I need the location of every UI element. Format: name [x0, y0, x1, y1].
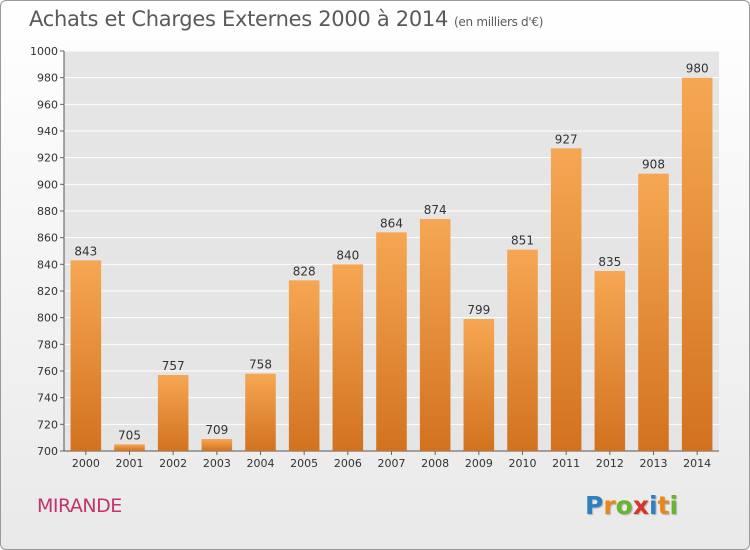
x-tick-label-2007: 2007: [378, 457, 406, 470]
logo-letter: o: [615, 491, 633, 520]
x-tick-label-2004: 2004: [247, 457, 275, 470]
x-tick-label-2005: 2005: [290, 457, 318, 470]
data-label-2012: 835: [598, 255, 621, 269]
logo-letter: t: [657, 491, 670, 520]
data-label-2006: 840: [336, 248, 359, 262]
bar-2013: [638, 173, 669, 451]
bar-2009: [463, 319, 495, 451]
bar-2014: [681, 77, 713, 452]
chart-unit: (en milliers d'€): [454, 15, 544, 29]
y-tick-label: 800: [37, 312, 58, 325]
logo-letter: i: [669, 491, 679, 520]
bar-2003: [201, 439, 233, 451]
data-label-2008: 874: [424, 203, 447, 217]
x-tick-label-2001: 2001: [116, 457, 144, 470]
data-label-2000: 843: [74, 244, 97, 258]
y-tick-label: 920: [37, 152, 58, 165]
bar-2006: [332, 264, 364, 451]
x-tick-label-2009: 2009: [465, 457, 493, 470]
data-label-2013: 908: [642, 158, 665, 172]
chart-title-text: Achats et Charges Externes 2000 à 2014: [29, 7, 449, 31]
bar-2010: [507, 249, 538, 451]
x-tick-label-2010: 2010: [509, 457, 537, 470]
bar-2008: [419, 219, 451, 451]
y-tick-label: 720: [37, 418, 58, 431]
logo-letter: P: [585, 491, 604, 520]
x-tick-label-2006: 2006: [334, 457, 362, 470]
data-label-2009: 799: [467, 303, 490, 317]
y-tick-label: 900: [37, 178, 58, 191]
data-label-2007: 864: [380, 216, 403, 230]
y-tick-label: 940: [37, 125, 58, 138]
x-tick-label-2002: 2002: [159, 457, 187, 470]
bar-2001: [114, 444, 145, 451]
x-tick-label-2008: 2008: [421, 457, 449, 470]
data-label-2011: 927: [555, 132, 578, 146]
y-tick-label: 960: [37, 98, 58, 111]
data-label-2004: 758: [249, 358, 272, 372]
x-tick-label-2013: 2013: [640, 457, 668, 470]
bar-2004: [245, 373, 276, 451]
bar-2011: [550, 148, 582, 452]
data-label-2002: 757: [162, 359, 185, 373]
y-tick-label: 860: [37, 232, 58, 245]
logo-letter: i: [649, 491, 658, 520]
logo-letter: x: [632, 491, 649, 520]
x-tick-label-2014: 2014: [683, 457, 711, 470]
y-tick-label: 840: [37, 258, 58, 271]
data-label-2005: 828: [293, 264, 316, 278]
bar-2012: [594, 271, 626, 451]
y-tick-label: 780: [37, 338, 58, 351]
bar-2007: [376, 232, 407, 451]
x-tick-label-2012: 2012: [596, 457, 624, 470]
data-label-2014: 980: [686, 62, 709, 76]
logo-letter: r: [603, 491, 616, 520]
y-tick-label: 820: [37, 285, 58, 298]
y-tick-label: 740: [37, 392, 58, 405]
y-tick-label: 980: [37, 72, 58, 85]
bar-2002: [157, 375, 189, 451]
x-tick-label-2011: 2011: [552, 457, 580, 470]
x-tick-label-2000: 2000: [72, 457, 100, 470]
y-tick-label: 1000: [30, 45, 58, 58]
commune-name: MIRANDE: [37, 495, 122, 517]
bar-2000: [70, 260, 102, 451]
y-tick-label: 880: [37, 205, 58, 218]
bar-2005: [288, 280, 320, 451]
data-label-2010: 851: [511, 234, 534, 248]
y-tick-label: 700: [37, 445, 58, 458]
x-tick-label-2003: 2003: [203, 457, 231, 470]
data-label-2001: 705: [118, 428, 141, 442]
chart-title: Achats et Charges Externes 2000 à 2014 (e…: [29, 7, 543, 31]
proxiti-logo: Proxiti: [585, 491, 678, 520]
y-tick-label: 760: [37, 365, 58, 378]
data-label-2003: 709: [205, 423, 228, 437]
